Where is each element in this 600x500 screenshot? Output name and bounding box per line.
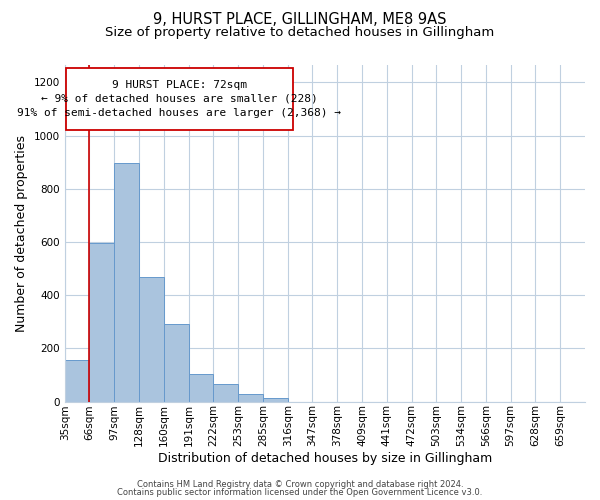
- Bar: [114, 164, 139, 402]
- FancyBboxPatch shape: [66, 68, 293, 130]
- Bar: [89, 243, 114, 402]
- Y-axis label: Number of detached properties: Number of detached properties: [15, 135, 28, 332]
- Text: 9, HURST PLACE, GILLINGHAM, ME8 9AS: 9, HURST PLACE, GILLINGHAM, ME8 9AS: [153, 12, 447, 28]
- Text: 9 HURST PLACE: 72sqm
← 9% of detached houses are smaller (228)
91% of semi-detac: 9 HURST PLACE: 72sqm ← 9% of detached ho…: [17, 80, 341, 118]
- Bar: [164, 324, 188, 402]
- Bar: [238, 394, 263, 402]
- Text: Contains HM Land Registry data © Crown copyright and database right 2024.: Contains HM Land Registry data © Crown c…: [137, 480, 463, 489]
- Text: Contains public sector information licensed under the Open Government Licence v3: Contains public sector information licen…: [118, 488, 482, 497]
- Bar: [65, 360, 89, 402]
- X-axis label: Distribution of detached houses by size in Gillingham: Distribution of detached houses by size …: [158, 452, 492, 465]
- Bar: [188, 374, 214, 402]
- Bar: [263, 398, 287, 402]
- Bar: [214, 384, 238, 402]
- Text: Size of property relative to detached houses in Gillingham: Size of property relative to detached ho…: [106, 26, 494, 39]
- Bar: [139, 276, 164, 402]
